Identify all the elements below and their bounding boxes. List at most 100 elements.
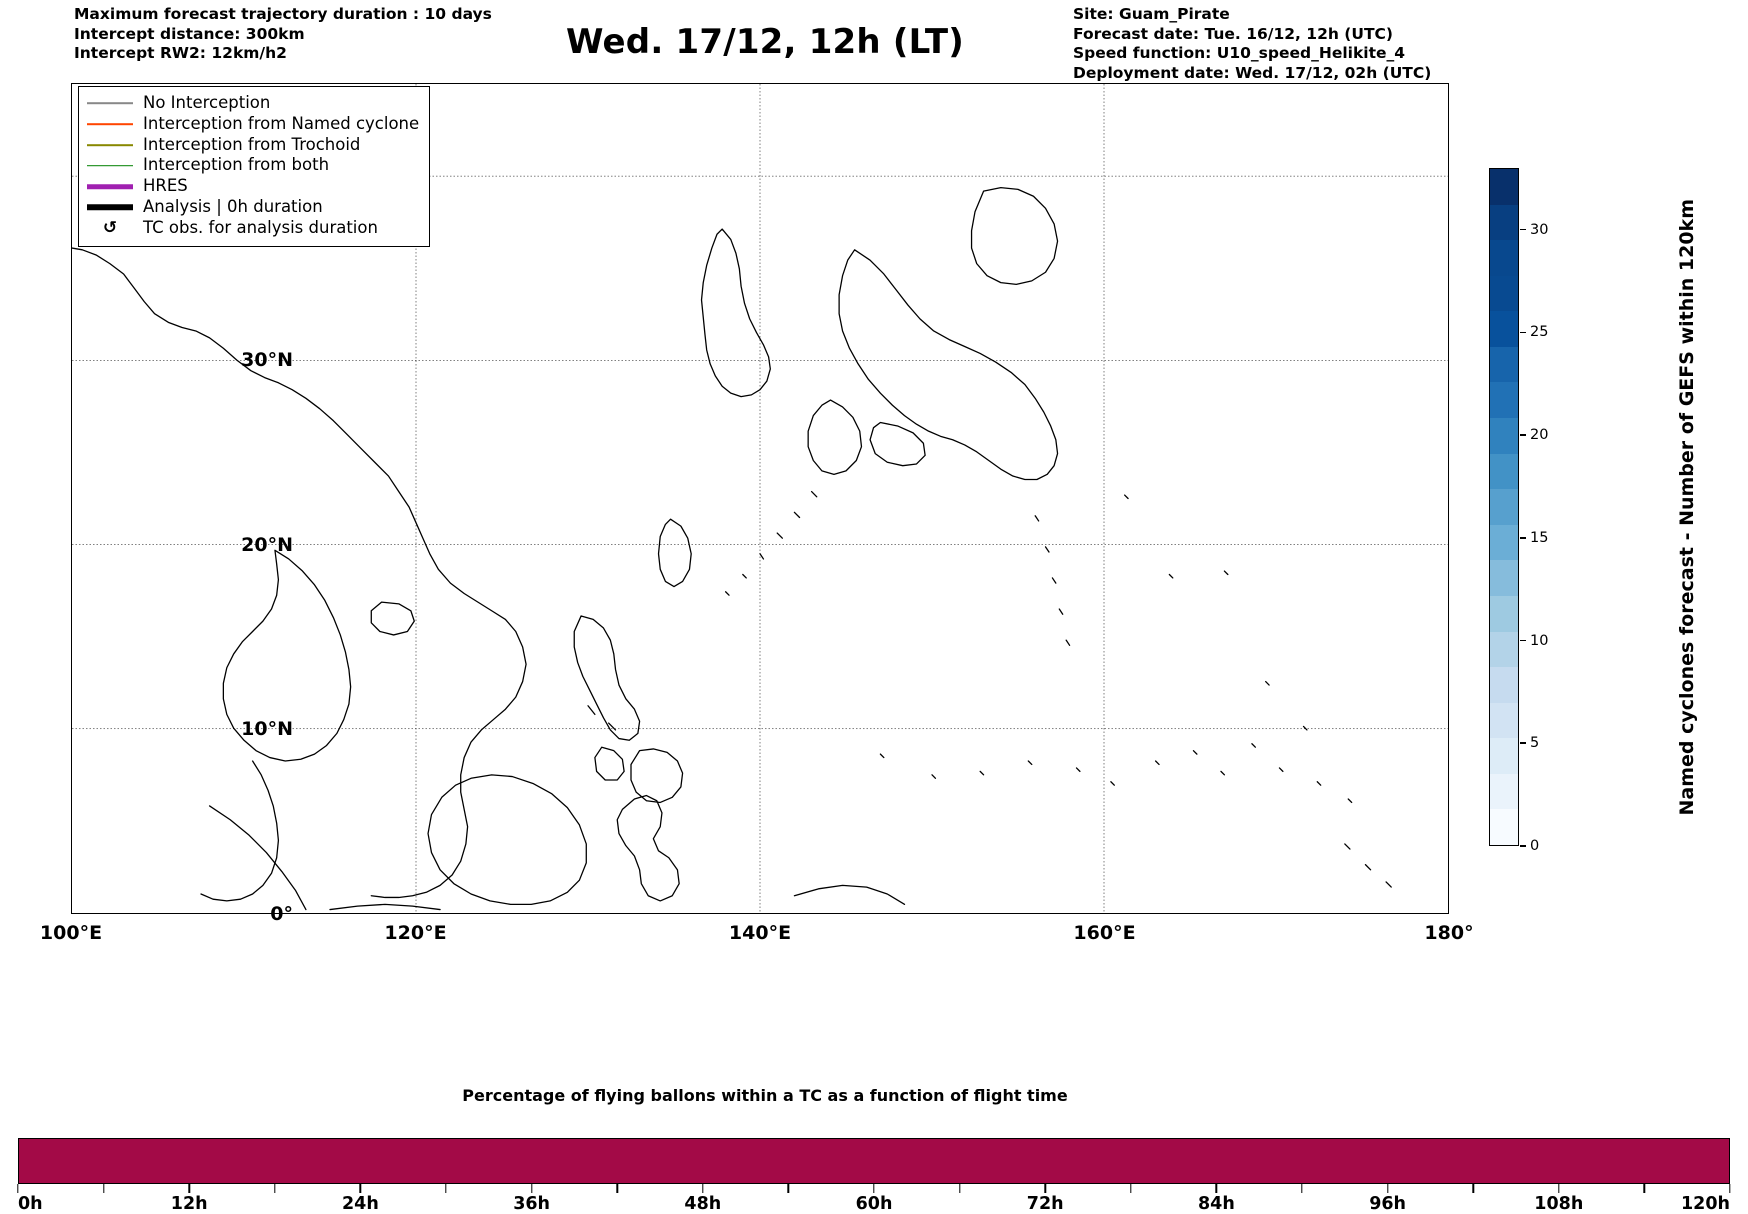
map-canvas: [72, 84, 1448, 913]
colorbar-segment-2: [1490, 240, 1518, 276]
header-right-line-3: Deployment date: Wed. 17/12, 02h (UTC): [1073, 63, 1432, 82]
colorbar-tick-label: 25: [1530, 324, 1549, 341]
colorbar-tick-3: 15: [1520, 530, 1548, 546]
colorbar-tick-label: 10: [1530, 632, 1549, 649]
colorbar-segment-6: [1490, 382, 1518, 419]
legend-item-label: Interception from Trochoid: [143, 134, 361, 154]
tc-bar-tick-label-6: 72h: [1026, 1194, 1064, 1214]
colorbar-segment-3: [1490, 275, 1518, 312]
map-y-tick-3: 10°N: [241, 718, 293, 741]
page-title: Wed. 17/12, 12h (LT): [566, 22, 964, 62]
colorbar-tick-label: 15: [1530, 529, 1549, 546]
colorbar-segment-0: [1490, 169, 1518, 205]
colorbar-tick-0: 0: [1520, 838, 1539, 854]
tc-bar-minor-tick: [530, 1184, 533, 1193]
tc-bar-tick-label-5: 60h: [855, 1194, 893, 1214]
tc-bar-minor-tick: [102, 1184, 105, 1193]
colorbar-segment-7: [1490, 418, 1518, 454]
colorbar-segment-1: [1490, 204, 1518, 241]
colorbar-segment-12: [1490, 595, 1518, 632]
tc-bar-tick-label-9: 108h: [1534, 1194, 1584, 1214]
colorbar-tick-label: 5: [1530, 735, 1540, 752]
colorbar-segment-16: [1490, 738, 1518, 774]
tc-bar-minor-tick: [445, 1184, 447, 1193]
legend-item-0[interactable]: No Interception: [87, 93, 419, 114]
map-y-tick-4: 0°: [270, 903, 293, 925]
header-left-line-1: Intercept distance: 300km: [74, 24, 305, 43]
header-right-info: Site: Guam_Pirate Forecast date: Tue. 16/…: [1073, 5, 1431, 83]
tc-bar-minor-tick: [1643, 1184, 1646, 1193]
tc-obs-marker-icon: ↺: [102, 218, 118, 239]
legend-line-swatch: [87, 117, 133, 131]
tc-bar-tick-label-0: 0h: [18, 1194, 43, 1214]
map-x-tick-1: 120°E: [384, 922, 447, 944]
map-x-tick-2: 140°E: [728, 922, 792, 944]
colorbar-tick-label: 30: [1530, 221, 1549, 238]
colorbar-segment-10: [1490, 524, 1518, 561]
legend-item-label: No Interception: [143, 93, 271, 112]
colorbar-segment-15: [1490, 702, 1518, 739]
legend-item-1[interactable]: Interception from Named cyclone: [87, 114, 419, 135]
legend-item-label: Interception from Named cyclone: [143, 113, 420, 133]
colorbar-segment-4: [1490, 311, 1518, 347]
tc-bar-minor-tick: [958, 1184, 961, 1193]
legend-item-3[interactable]: Interception from both: [87, 155, 419, 176]
tc-bar-axes[interactable]: [18, 1138, 1730, 1184]
colorbar-segment-9: [1490, 489, 1518, 525]
map-legend[interactable]: No Interception Interception from Named c…: [78, 86, 431, 247]
tc-bar-tick-label-2: 24h: [341, 1194, 379, 1214]
legend-line-swatch: [87, 138, 133, 152]
tc-bar-minor-tick: [274, 1184, 276, 1193]
tc-bar-tick-label-8: 96h: [1369, 1194, 1406, 1214]
colorbar-tick-mark: [1520, 639, 1526, 642]
map-y-tick-2: 20°N: [241, 533, 293, 556]
colorbar-tick-label: 20: [1530, 427, 1549, 444]
colorbar-segment-17: [1490, 773, 1518, 810]
legend-item-label: HRES: [143, 176, 188, 196]
tc-bar-tick-label-4: 48h: [684, 1194, 722, 1214]
tc-bar-fill: [19, 1139, 1729, 1183]
tc-bar-minor-tick: [1130, 1184, 1132, 1193]
tc-bar-minor-tick: [1729, 1184, 1731, 1193]
legend-item-4[interactable]: HRES: [87, 176, 419, 197]
tc-bar-minor-tick: [1215, 1184, 1218, 1193]
header-right-line-0: Site: Guam_Pirate: [1073, 5, 1230, 23]
header-left-info: Maximum forecast trajectory duration : 1…: [74, 5, 492, 64]
colorbar-segment-11: [1490, 560, 1518, 596]
tc-bar-minor-tick: [17, 1184, 19, 1193]
legend-line-swatch: [87, 159, 133, 173]
legend-line-swatch: [87, 200, 133, 214]
legend-item-5[interactable]: Analysis | 0h duration: [87, 197, 419, 218]
tc-bar-minor-tick: [359, 1184, 362, 1193]
colorbar-tick-label: 0: [1530, 838, 1540, 854]
colorbar-segment-5: [1490, 346, 1518, 383]
colorbar-tick-1: 5: [1520, 735, 1539, 751]
legend-line-swatch: [87, 180, 133, 194]
colorbar-tick-mark: [1520, 228, 1526, 231]
legend-item-2[interactable]: Interception from Trochoid: [87, 135, 419, 156]
tc-bar-tick-labels: 0h 12h 24h 36h 48h 60h 72h 84h 96h 108h 120h: [17, 1184, 1731, 1214]
colorbar-axis-label: Named cyclones forecast - Number of GEFS…: [1672, 168, 1702, 846]
tc-bar-tick-label-7: 84h: [1197, 1194, 1235, 1214]
colorbar-tick-mark: [1520, 331, 1526, 334]
legend-item-6[interactable]: ↺ TC obs. for analysis duration: [87, 218, 419, 239]
map-x-tick-4: 180°: [1424, 922, 1474, 944]
legend-item-label: TC obs. for analysis duration: [143, 217, 378, 237]
tc-bar-minor-tick: [1301, 1184, 1303, 1193]
tc-bar-minor-tick: [1472, 1184, 1474, 1193]
tc-bar-minor-tick: [873, 1184, 875, 1193]
colorbar[interactable]: [1489, 168, 1519, 846]
colorbar-group[interactable]: 0 5 10 15 20 25 30: [1489, 168, 1548, 854]
tc-bar-minor-tick: [1558, 1184, 1560, 1193]
colorbar-label-text: Named cyclones forecast - Number of GEFS…: [1676, 198, 1698, 816]
header-left-line-0: Maximum forecast trajectory duration : 1…: [74, 5, 492, 23]
tc-bar-minor-tick: [702, 1184, 704, 1193]
colorbar-segment-8: [1490, 453, 1518, 490]
colorbar-segment-14: [1490, 667, 1518, 703]
legend-item-label: Analysis | 0h duration: [143, 196, 323, 216]
map-y-tick-1: 30°N: [241, 349, 293, 371]
tc-bar-tick-label-10: 120h: [1681, 1194, 1730, 1214]
tc-bar-title: Percentage of flying ballons within a TC…: [462, 1086, 1068, 1105]
map-x-tick-0: 100°E: [39, 922, 103, 944]
header-right-line-2: Speed function: U10_speed_Helikite_4: [1073, 44, 1406, 62]
